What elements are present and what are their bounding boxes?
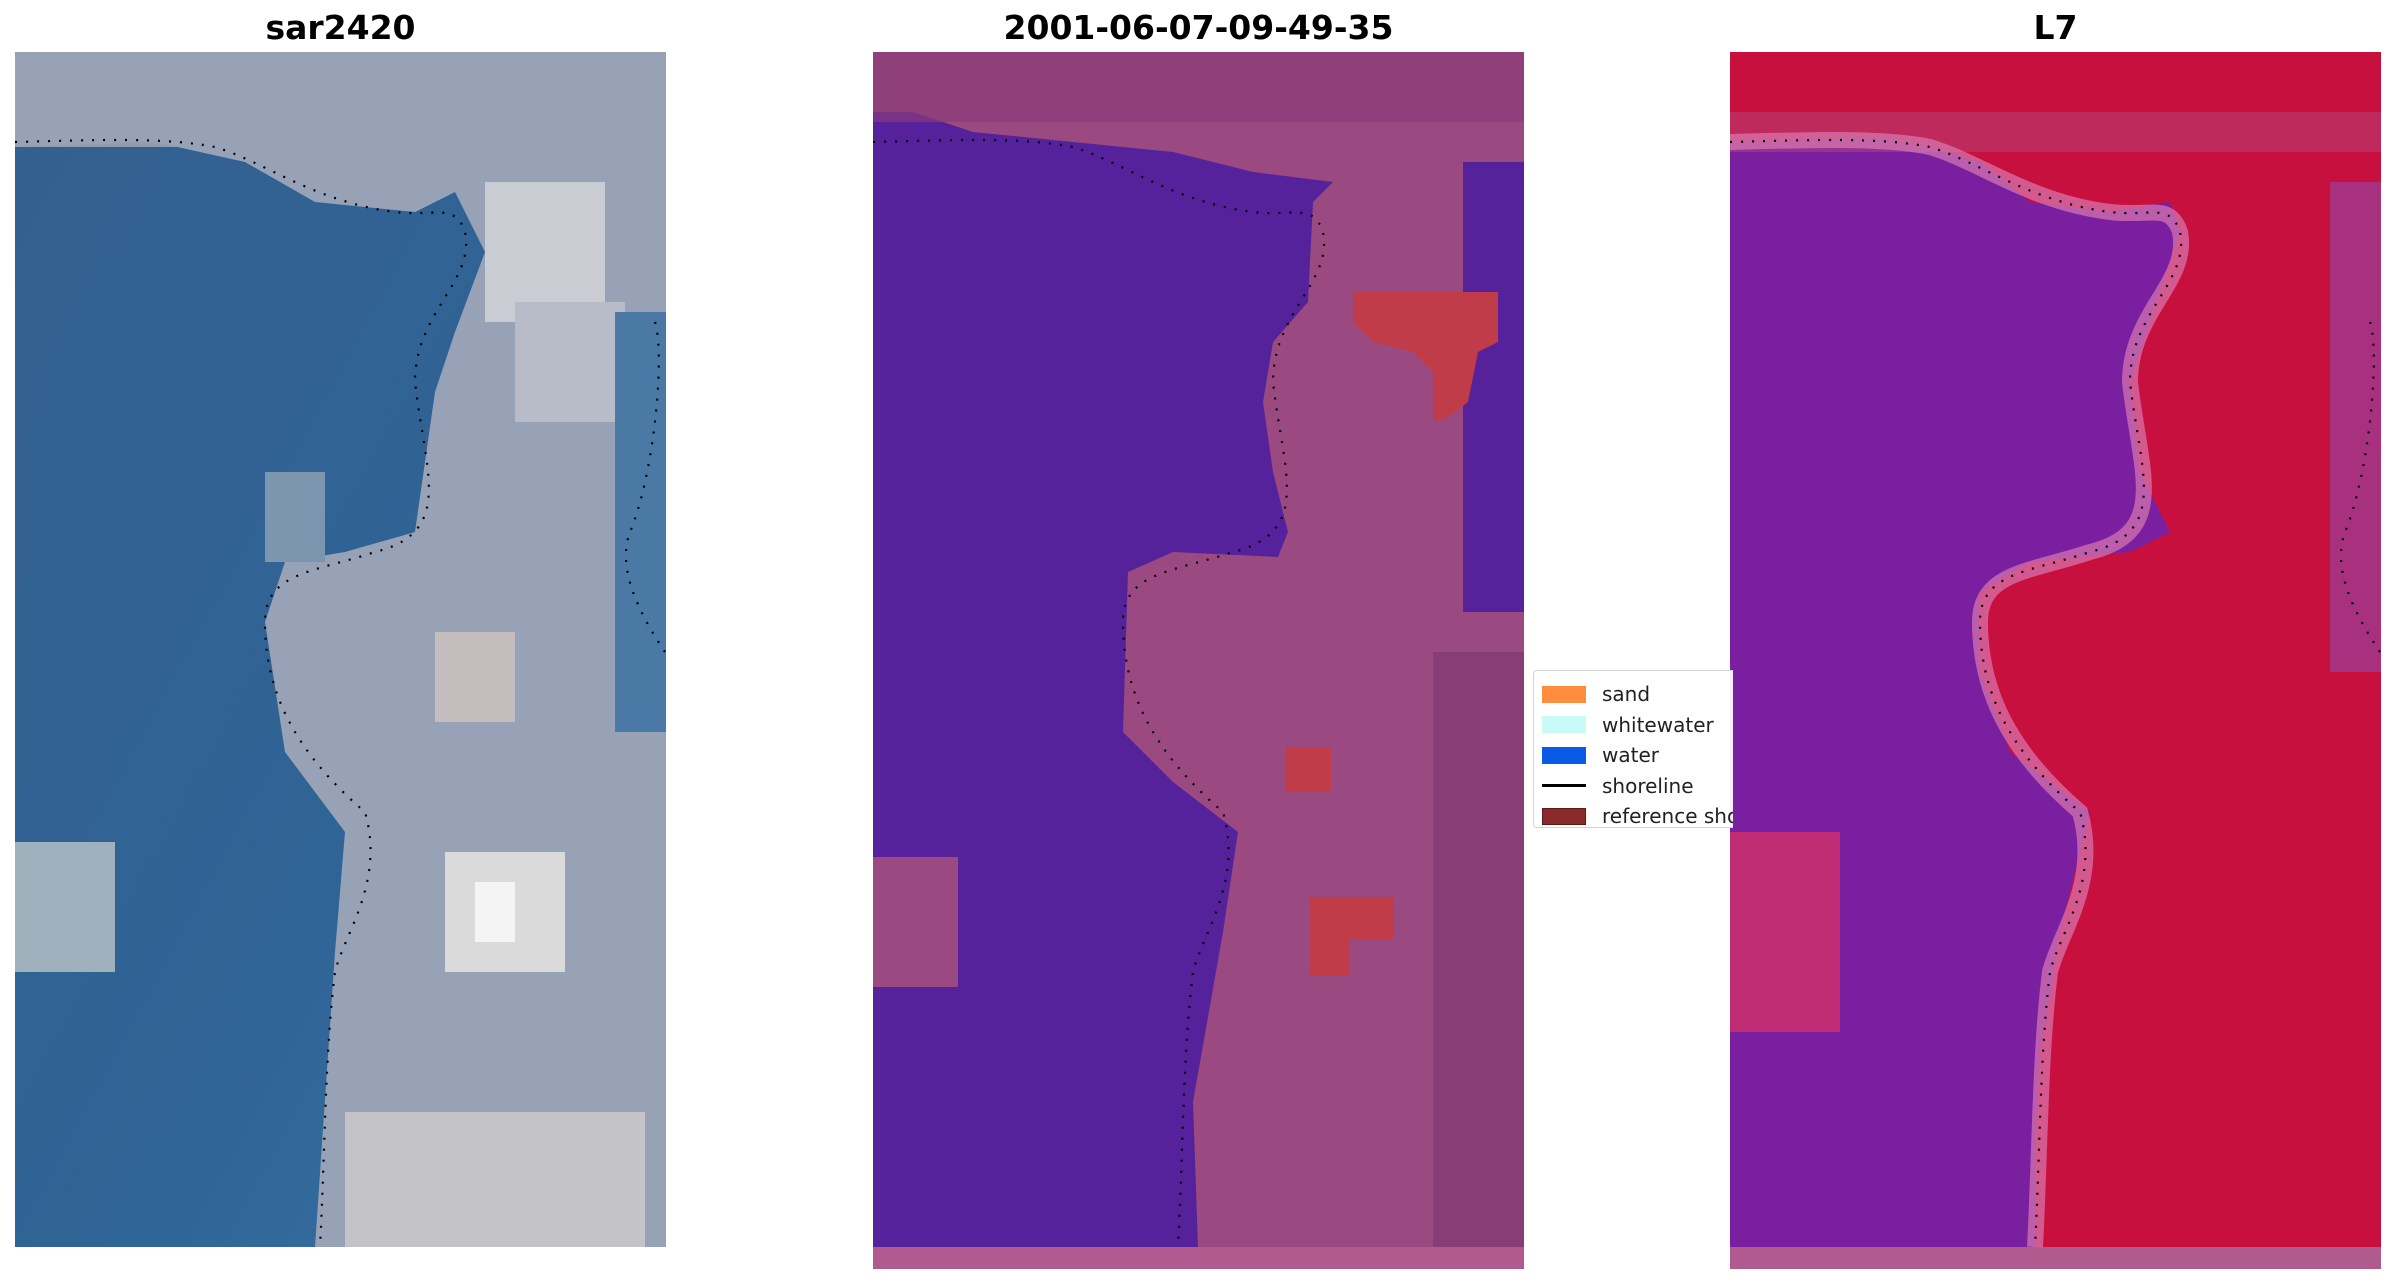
legend: sand whitewater water shoreline referenc… <box>1533 670 1733 828</box>
whitewater-swatch <box>1542 716 1586 734</box>
shoreline-line-swatch <box>1542 784 1586 788</box>
sand-swatch <box>1542 685 1586 703</box>
legend-item-water: water <box>1534 740 1733 771</box>
classified-image <box>873 52 1524 1269</box>
panel-title-rgb: sar2420 <box>265 8 416 47</box>
legend-label-reference-shoreline: reference shoreline <box>1602 804 1733 828</box>
legend-item-reference-shoreline: reference shoreline <box>1534 801 1733 828</box>
legend-item-shoreline: shoreline <box>1534 771 1733 802</box>
index-image <box>1730 52 2381 1269</box>
legend-label-whitewater: whitewater <box>1602 712 1714 737</box>
rgb-satellite-image <box>15 52 666 1247</box>
panel-title-classified: 2001-06-07-09-49-35 <box>1003 8 1394 47</box>
legend-label-sand: sand <box>1602 682 1651 707</box>
reference-shoreline-swatch <box>1542 807 1586 825</box>
panel-title-index: L7 <box>2033 8 2078 47</box>
legend-item-sand: sand <box>1534 679 1733 710</box>
water-swatch <box>1542 746 1586 764</box>
legend-label-water: water <box>1602 743 1659 768</box>
legend-label-shoreline: shoreline <box>1602 773 1694 798</box>
legend-item-whitewater: whitewater <box>1534 710 1733 741</box>
